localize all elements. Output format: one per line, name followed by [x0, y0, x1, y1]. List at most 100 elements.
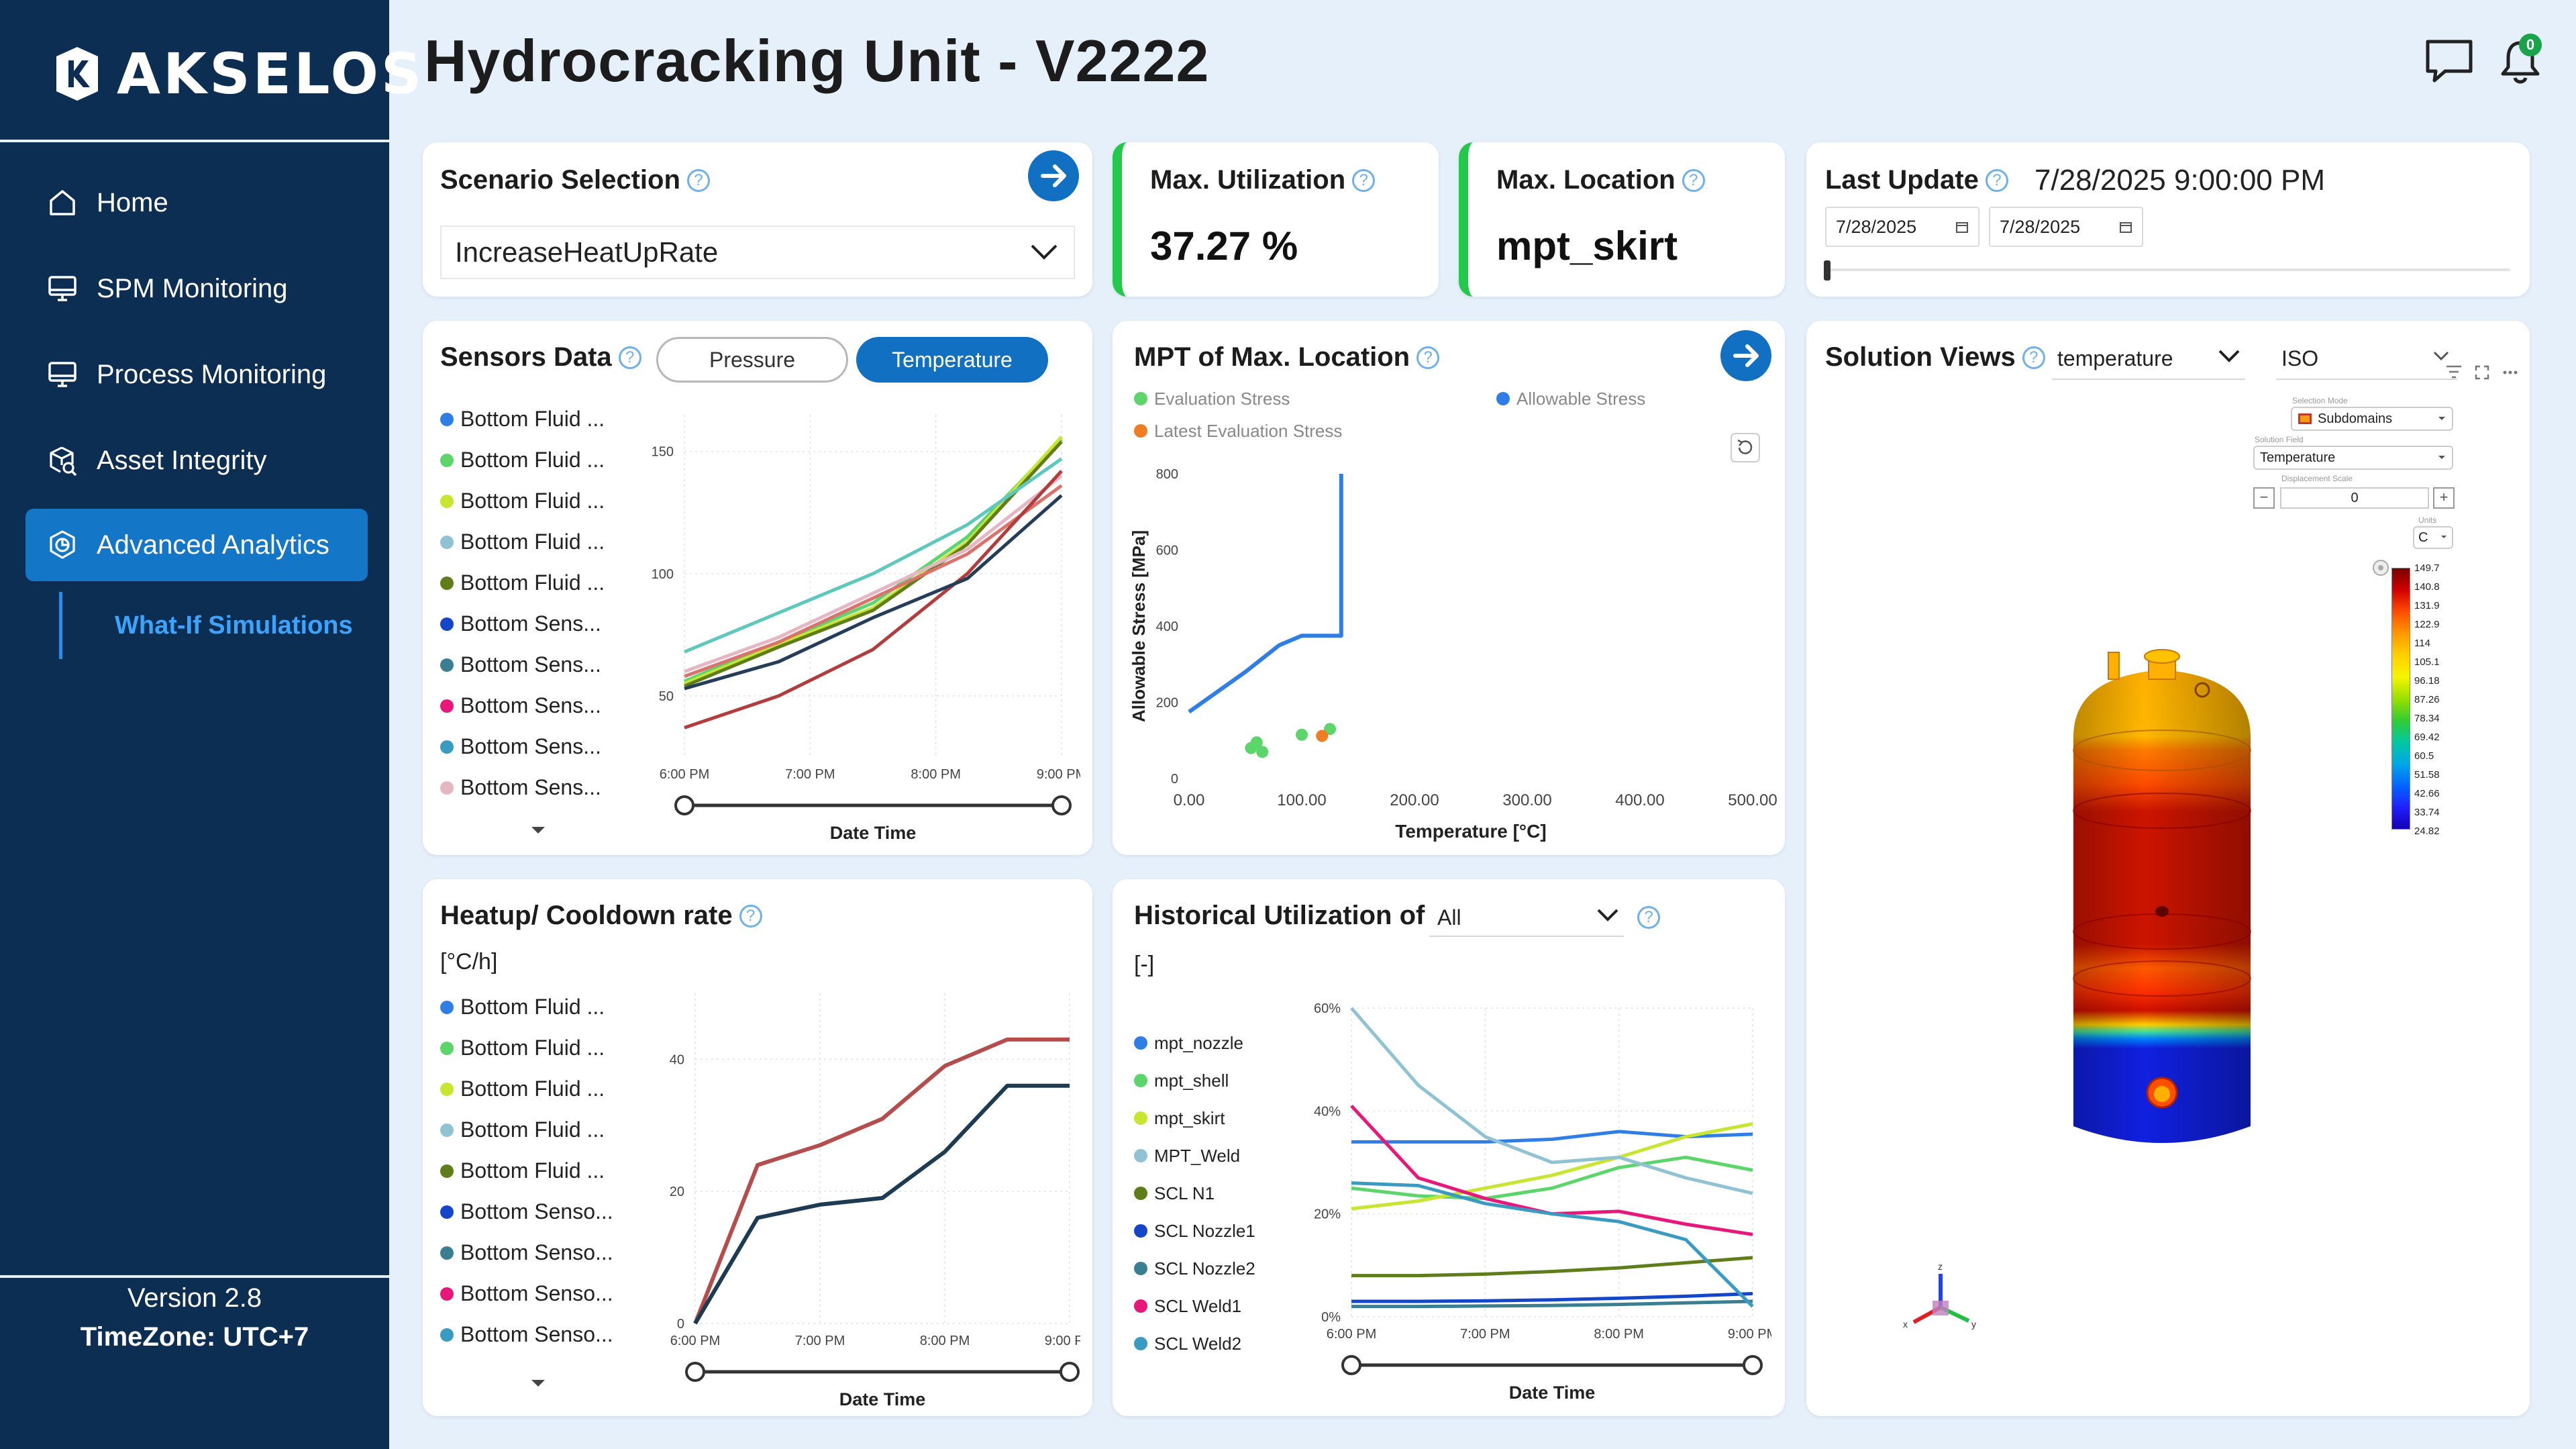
series-line	[693, 1083, 1070, 1325]
sidebar-item-process-monitoring[interactable]: Process Monitoring	[25, 338, 368, 411]
chevron-down-icon	[1592, 905, 1624, 930]
vessel-3d-model[interactable]	[2041, 643, 2283, 1153]
legend-item[interactable]: Bottom Senso...	[440, 1314, 613, 1355]
legend-item[interactable]: Bottom Senso...	[440, 1232, 613, 1273]
displacement-decrease-button[interactable]: −	[2253, 487, 2275, 509]
legend-item[interactable]: Bottom Fluid ...	[440, 562, 605, 603]
x-tick-label: 6:00 PM	[660, 767, 709, 782]
help-icon[interactable]: ?	[1682, 168, 1705, 192]
legend-item[interactable]: mpt_shell	[1134, 1062, 1255, 1099]
sidebar-item-advanced-analytics[interactable]: Advanced Analytics	[25, 509, 368, 581]
legend-item[interactable]: Bottom Sens...	[440, 603, 605, 644]
legend-dot	[440, 781, 454, 795]
legend-item[interactable]: Bottom Fluid ...	[440, 1109, 613, 1150]
series-line	[684, 484, 1063, 679]
legend-item[interactable]: SCL Nozzle2	[1134, 1250, 1255, 1287]
x-tick-label: 7:00 PM	[785, 767, 835, 782]
mpt-go-button[interactable]	[1720, 330, 1771, 381]
displacement-increase-button[interactable]: +	[2433, 487, 2455, 509]
help-icon[interactable]: ?	[618, 346, 641, 369]
more-options-icon[interactable]	[2500, 362, 2520, 383]
legend-more-icon[interactable]	[525, 1376, 552, 1392]
legend-item[interactable]: Bottom Fluid ...	[440, 521, 605, 562]
sidebar-item-label: Process Monitoring	[97, 359, 327, 389]
date-slider-handle[interactable]	[1824, 260, 1831, 281]
legend-item[interactable]: mpt_nozzle	[1134, 1024, 1255, 1062]
axis-triad-icon[interactable]: z x y	[1894, 1260, 1988, 1341]
legend-item[interactable]: SCL Weld2	[1134, 1325, 1255, 1362]
reset-zoom-icon[interactable]	[1730, 432, 1761, 463]
max-utilization-card: Max. Utilization? 37.27 %	[1113, 142, 1439, 297]
series-line	[684, 470, 1063, 730]
sidebar-item-home[interactable]: Home	[25, 166, 368, 239]
legend-item-allowable-stress[interactable]: Allowable Stress	[1496, 383, 1645, 415]
help-icon[interactable]: ?	[1637, 906, 1660, 929]
legend-item[interactable]: Bottom Fluid ...	[440, 1068, 613, 1109]
historical-filter-dropdown[interactable]: All	[1429, 899, 1624, 937]
legend-item[interactable]: Bottom Fluid ...	[440, 1150, 613, 1191]
chevron-down-icon	[2438, 417, 2445, 420]
legend-item[interactable]: Bottom Sens...	[440, 685, 605, 726]
solution-field-dropdown[interactable]: temperature	[2052, 338, 2245, 380]
selection-mode-dropdown[interactable]: Subdomains	[2291, 407, 2453, 431]
help-icon[interactable]: ?	[1416, 346, 1440, 369]
cube-search-icon	[50, 446, 77, 477]
legend-item[interactable]: Bottom Sens...	[440, 644, 605, 685]
filter-icon[interactable]	[2444, 362, 2464, 383]
help-icon[interactable]: ?	[1352, 168, 1376, 192]
expand-icon[interactable]	[2472, 362, 2492, 383]
legend-item[interactable]: MPT_Weld	[1134, 1137, 1255, 1175]
units-dropdown[interactable]: C	[2413, 526, 2453, 549]
viewer-solution-field-dropdown[interactable]: Temperature	[2253, 446, 2453, 470]
solution-view-dropdown[interactable]: ISO	[2276, 338, 2457, 380]
legend-item-evaluation-stress[interactable]: Evaluation Stress	[1134, 383, 1342, 415]
akselos-logo[interactable]: AKSELOS	[54, 37, 424, 111]
date-from-input[interactable]: 7/28/2025	[1825, 207, 1979, 247]
legend-label: Bottom Sens...	[460, 611, 601, 636]
scenario-go-button[interactable]	[1028, 150, 1079, 201]
legend-dot	[1134, 1149, 1147, 1162]
y-axis-title: Allowable Stress [MPa]	[1129, 530, 1149, 722]
temperature-toggle[interactable]: Temperature	[856, 337, 1048, 383]
chat-icon[interactable]	[2422, 35, 2476, 89]
y-tick-label: 20%	[1314, 1207, 1341, 1222]
legend-item[interactable]: mpt_skirt	[1134, 1099, 1255, 1137]
legend-item-latest-evaluation-stress[interactable]: Latest Evaluation Stress	[1134, 415, 1342, 447]
legend-item[interactable]: Bottom Fluid ...	[440, 481, 605, 521]
x-tick-label: 300.00	[1502, 791, 1551, 809]
legend-label: Bottom Fluid ...	[460, 1158, 605, 1183]
legend-dot	[1134, 1262, 1147, 1275]
displacement-scale-input[interactable]: 0	[2280, 487, 2429, 509]
legend-item[interactable]: Bottom Fluid ...	[440, 1028, 613, 1068]
legend-item[interactable]: Bottom Senso...	[440, 1191, 613, 1232]
colorbar-settings-icon[interactable]	[2371, 558, 2390, 577]
legend-item[interactable]: Bottom Sens...	[440, 767, 605, 808]
help-icon[interactable]: ?	[1985, 168, 2008, 192]
legend-dot	[1134, 392, 1147, 405]
legend-item[interactable]: SCL Nozzle1	[1134, 1212, 1255, 1250]
sidebar-item-asset-integrity[interactable]: Asset Integrity	[25, 424, 368, 497]
heatup-title: Heatup/ Cooldown rate?	[440, 901, 762, 931]
heatup-card: Heatup/ Cooldown rate? [°C/h] Bottom Flu…	[423, 879, 1092, 1416]
series-line	[1351, 1181, 1754, 1308]
legend-item[interactable]: SCL Weld1	[1134, 1287, 1255, 1325]
legend-dot	[440, 1246, 454, 1260]
sidebar-subitem-what-if-simulations[interactable]: What-If Simulations	[59, 592, 353, 659]
legend-dot	[440, 617, 454, 631]
pressure-toggle[interactable]: Pressure	[656, 337, 848, 383]
mpt-title: MPT of Max. Location?	[1134, 342, 1440, 372]
legend-item[interactable]: Bottom Fluid ...	[440, 440, 605, 481]
date-to-input[interactable]: 7/28/2025	[1989, 207, 2143, 247]
help-icon[interactable]: ?	[686, 168, 710, 192]
scenario-dropdown[interactable]: IncreaseHeatUpRate	[440, 226, 1075, 279]
legend-item[interactable]: Bottom Fluid ...	[440, 987, 613, 1028]
legend-more-icon[interactable]	[525, 823, 552, 839]
legend-item[interactable]: Bottom Fluid ...	[440, 399, 605, 440]
help-icon[interactable]: ?	[2022, 346, 2045, 369]
legend-item[interactable]: SCL N1	[1134, 1175, 1255, 1212]
legend-dot	[1496, 392, 1510, 405]
help-icon[interactable]: ?	[739, 904, 762, 928]
legend-item[interactable]: Bottom Sens...	[440, 726, 605, 767]
sidebar-item-spm-monitoring[interactable]: SPM Monitoring	[25, 252, 368, 325]
legend-item[interactable]: Bottom Senso...	[440, 1273, 613, 1314]
